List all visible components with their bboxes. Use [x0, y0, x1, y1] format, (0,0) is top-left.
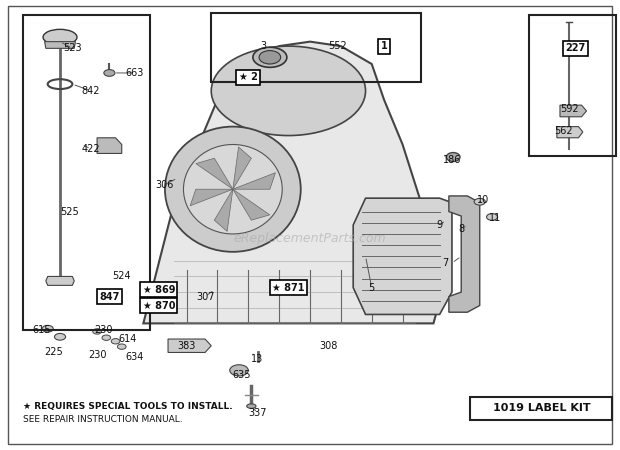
Polygon shape: [353, 198, 452, 315]
Text: ★ REQUIRES SPECIAL TOOLS TO INSTALL.: ★ REQUIRES SPECIAL TOOLS TO INSTALL.: [23, 401, 232, 410]
Text: 3: 3: [260, 41, 267, 51]
Ellipse shape: [55, 333, 66, 340]
Ellipse shape: [111, 338, 120, 344]
Ellipse shape: [446, 153, 460, 162]
Text: 186: 186: [443, 155, 461, 165]
Bar: [529, 15, 616, 156]
Text: 8: 8: [458, 225, 464, 234]
Ellipse shape: [487, 214, 498, 220]
Text: 383: 383: [177, 341, 196, 351]
Text: 1019 LABEL KIT: 1019 LABEL KIT: [493, 403, 590, 414]
Polygon shape: [45, 42, 76, 48]
Polygon shape: [196, 158, 233, 189]
Bar: [471, 397, 613, 419]
Text: ★ 870: ★ 870: [143, 301, 175, 310]
Text: 5: 5: [369, 283, 375, 293]
Polygon shape: [190, 189, 233, 206]
Ellipse shape: [117, 344, 126, 349]
Polygon shape: [557, 126, 583, 138]
Text: 422: 422: [82, 144, 100, 154]
Ellipse shape: [211, 46, 366, 135]
Text: 11: 11: [489, 213, 502, 223]
Polygon shape: [168, 339, 211, 352]
Ellipse shape: [230, 365, 248, 376]
Text: 635: 635: [233, 370, 251, 380]
Ellipse shape: [93, 329, 102, 334]
Text: 847: 847: [99, 292, 120, 302]
Text: ★ 2: ★ 2: [239, 72, 258, 82]
Polygon shape: [97, 138, 122, 153]
Polygon shape: [233, 189, 270, 220]
Polygon shape: [215, 189, 233, 231]
Text: SEE REPAIR INSTRUCTION MANUAL.: SEE REPAIR INSTRUCTION MANUAL.: [23, 415, 183, 424]
Ellipse shape: [42, 325, 53, 332]
Polygon shape: [46, 276, 74, 285]
Text: 306: 306: [156, 180, 174, 190]
Text: 615: 615: [32, 325, 51, 335]
Text: 562: 562: [554, 126, 572, 136]
Ellipse shape: [104, 70, 115, 76]
Text: 308: 308: [319, 341, 338, 351]
Text: 525: 525: [60, 207, 79, 216]
Text: 524: 524: [112, 271, 131, 281]
Polygon shape: [233, 173, 275, 189]
Text: ★ 869: ★ 869: [143, 285, 175, 295]
Bar: [211, 13, 421, 82]
Text: 10: 10: [477, 195, 489, 205]
Text: 13: 13: [252, 354, 264, 364]
Text: eReplacementParts.com: eReplacementParts.com: [234, 232, 386, 245]
Ellipse shape: [43, 29, 77, 45]
Text: 552: 552: [329, 41, 347, 51]
Text: 225: 225: [45, 347, 63, 357]
Text: 523: 523: [63, 43, 82, 54]
Text: 230: 230: [94, 325, 112, 335]
Ellipse shape: [184, 144, 282, 234]
Ellipse shape: [259, 50, 281, 64]
Text: ★ 871: ★ 871: [272, 283, 304, 293]
Text: 634: 634: [125, 352, 143, 362]
Text: 230: 230: [88, 350, 106, 360]
Ellipse shape: [165, 126, 301, 252]
Text: 227: 227: [565, 43, 585, 54]
Polygon shape: [560, 105, 587, 117]
Polygon shape: [449, 196, 480, 312]
Text: 7: 7: [443, 258, 449, 268]
Text: 1: 1: [381, 41, 388, 51]
Text: 337: 337: [248, 408, 267, 418]
Text: 592: 592: [560, 104, 578, 114]
Text: 614: 614: [119, 334, 137, 344]
Ellipse shape: [253, 47, 287, 68]
Polygon shape: [233, 147, 251, 189]
Text: 663: 663: [125, 68, 143, 78]
Polygon shape: [143, 42, 446, 324]
Bar: [23, 15, 149, 330]
Text: 842: 842: [82, 86, 100, 96]
Ellipse shape: [102, 335, 110, 340]
Ellipse shape: [474, 198, 485, 205]
Text: 307: 307: [196, 292, 215, 302]
Text: 9: 9: [436, 220, 443, 230]
Ellipse shape: [247, 404, 256, 408]
